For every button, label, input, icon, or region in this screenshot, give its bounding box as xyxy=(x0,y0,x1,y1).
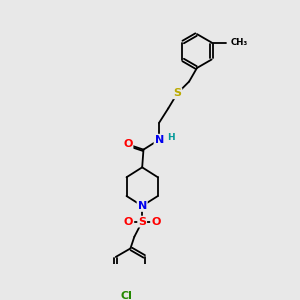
Text: N: N xyxy=(154,135,164,145)
Text: O: O xyxy=(123,140,133,149)
Text: N: N xyxy=(138,201,147,211)
Text: S: S xyxy=(173,88,181,98)
Text: O: O xyxy=(151,217,160,226)
Text: H: H xyxy=(167,134,175,142)
Text: CH₃: CH₃ xyxy=(231,38,248,47)
Text: Cl: Cl xyxy=(121,291,133,300)
Text: S: S xyxy=(138,217,146,226)
Text: O: O xyxy=(124,217,133,226)
